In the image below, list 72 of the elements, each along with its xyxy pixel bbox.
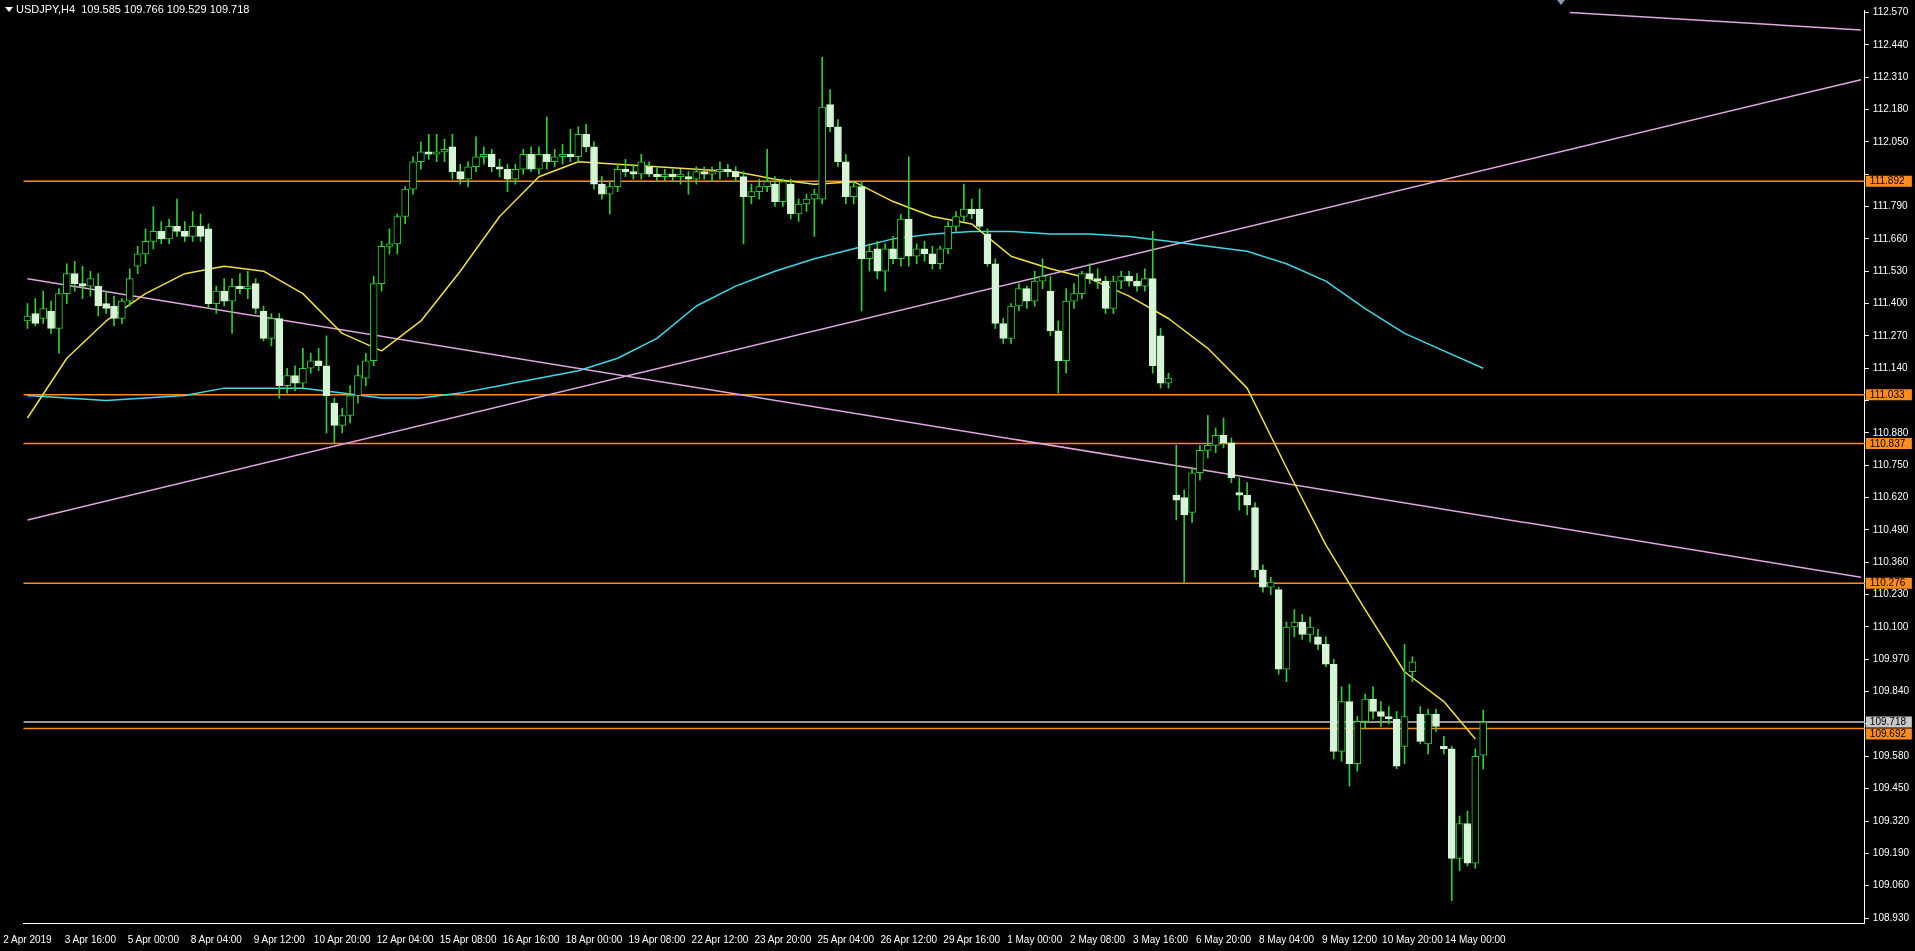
- candlestick: [763, 148, 771, 192]
- x-tick-label: 9 Apr 12:00: [253, 933, 306, 945]
- y-tick-label: 110.620: [1872, 491, 1909, 503]
- x-tick-label: 5 Apr 00:00: [127, 933, 180, 945]
- y-tick-label: 111.140: [1872, 361, 1908, 373]
- x-tick-label: 12 Apr 04:00: [376, 933, 434, 945]
- candlestick: [480, 146, 488, 165]
- y-tick-label: 110.750: [1872, 459, 1909, 471]
- y-tick-label: 112.570: [1872, 6, 1909, 18]
- y-tick-label: 109.320: [1872, 814, 1910, 826]
- x-tick-label: 6 May 20:00: [1196, 933, 1252, 945]
- candlestick: [173, 198, 181, 237]
- ref-line-label: 111.033: [1869, 389, 1905, 401]
- y-tick-label: 109.450: [1872, 782, 1910, 794]
- x-tick-label: 18 Apr 00:00: [565, 933, 623, 945]
- x-tick-label: 16 Apr 16:00: [502, 933, 560, 945]
- ref-line-label: 109.718: [1869, 716, 1907, 728]
- candlestick: [653, 166, 661, 182]
- candlestick: [1384, 706, 1393, 725]
- candlestick: [716, 161, 724, 180]
- x-tick-label: 26 Apr 12:00: [880, 933, 938, 945]
- candlestick: [243, 270, 252, 299]
- y-tick-label: 112.440: [1872, 38, 1909, 50]
- x-tick-label: 2 May 08:00: [1070, 933, 1126, 945]
- x-tick-label: 1 May 00:00: [1007, 933, 1063, 945]
- x-tick-label: 29 Apr 16:00: [943, 933, 1001, 945]
- candlestick: [1203, 415, 1212, 459]
- candlestick: [960, 183, 968, 222]
- x-tick-label: 8 May 04:00: [1258, 933, 1315, 945]
- candlestick: [1440, 736, 1448, 755]
- y-tick-label: 111.530: [1872, 264, 1908, 276]
- y-tick-label: 110.490: [1872, 523, 1909, 535]
- x-tick-label: 3 May 16:00: [1133, 933, 1189, 945]
- x-tick-label: 9 May 12:00: [1321, 933, 1378, 945]
- y-tick-label: 112.050: [1872, 135, 1909, 147]
- x-tick-label: 10 May 20:00: [1382, 933, 1444, 945]
- x-tick-label: 10 Apr 20:00: [313, 933, 372, 945]
- x-tick-label: 14 May 00:00: [1445, 933, 1507, 945]
- candlestick: [605, 181, 614, 215]
- y-tick-label: 109.190: [1872, 847, 1910, 859]
- candlestick: [1235, 477, 1244, 511]
- y-tick-label: 108.930: [1872, 911, 1910, 923]
- y-tick-label: 110.360: [1872, 556, 1909, 568]
- y-tick-label: 109.580: [1872, 750, 1910, 762]
- x-tick-label: 23 Apr 20:00: [754, 933, 812, 945]
- x-tick-label: 2 Apr 2019: [3, 933, 53, 945]
- y-tick-label: 111.270: [1872, 329, 1908, 341]
- y-tick-label: 109.840: [1872, 685, 1910, 697]
- y-tick-label: 109.970: [1872, 653, 1910, 665]
- y-tick-label: 111.790: [1872, 200, 1908, 212]
- x-tick-label: 8 Apr 04:00: [190, 933, 243, 945]
- y-tick-label: 111.660: [1872, 232, 1908, 244]
- y-tick-label: 110.230: [1872, 588, 1909, 600]
- y-tick-label: 111.400: [1872, 297, 1908, 309]
- y-tick-label: 110.100: [1872, 620, 1909, 632]
- x-tick-label: 19 Apr 08:00: [628, 933, 686, 945]
- candlestick: [661, 168, 669, 182]
- y-tick-label: 110.880: [1872, 426, 1909, 438]
- x-tick-label: 22 Apr 12:00: [691, 933, 749, 945]
- y-tick-label: 112.310: [1872, 70, 1909, 82]
- y-tick-label: 112.180: [1872, 103, 1909, 115]
- ref-line-label: 111.892: [1869, 175, 1905, 187]
- x-tick-label: 15 Apr 08:00: [439, 933, 497, 945]
- candlestick: [708, 166, 716, 182]
- x-tick-label: 25 Apr 04:00: [817, 933, 875, 945]
- chart-title: USDJPY,H4 109.585 109.766 109.529 109.718: [16, 3, 250, 15]
- candlestick: [1377, 701, 1385, 727]
- x-tick-label: 3 Apr 16:00: [64, 933, 117, 945]
- ref-line-label: 110.276: [1869, 577, 1906, 589]
- y-tick-label: 109.060: [1872, 879, 1910, 891]
- ref-line-label: 110.837: [1869, 437, 1906, 449]
- ref-line-label: 109.692: [1869, 728, 1907, 740]
